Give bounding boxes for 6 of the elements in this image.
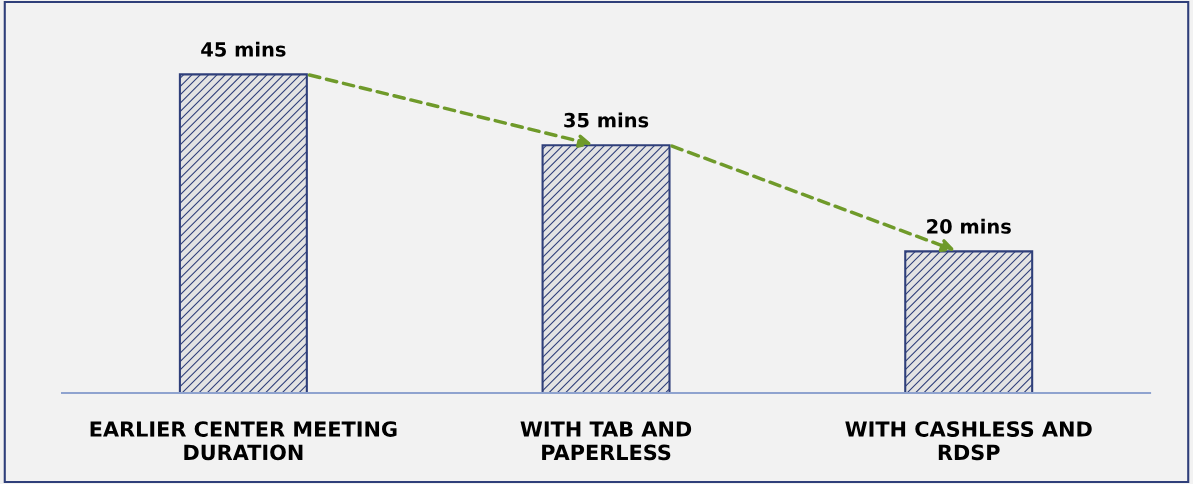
x-tick-label: EARLIER CENTER MEETING DURATION <box>90 421 397 461</box>
data-label: 20 mins <box>927 218 1011 234</box>
data-label: 45 mins <box>201 41 286 57</box>
x-tick-label: WITH CASHLESS AND RDSP <box>845 421 1092 461</box>
x-tick-label: WITH TAB AND PAPERLESS <box>520 421 692 461</box>
data-label: 35 mins <box>564 112 649 128</box>
